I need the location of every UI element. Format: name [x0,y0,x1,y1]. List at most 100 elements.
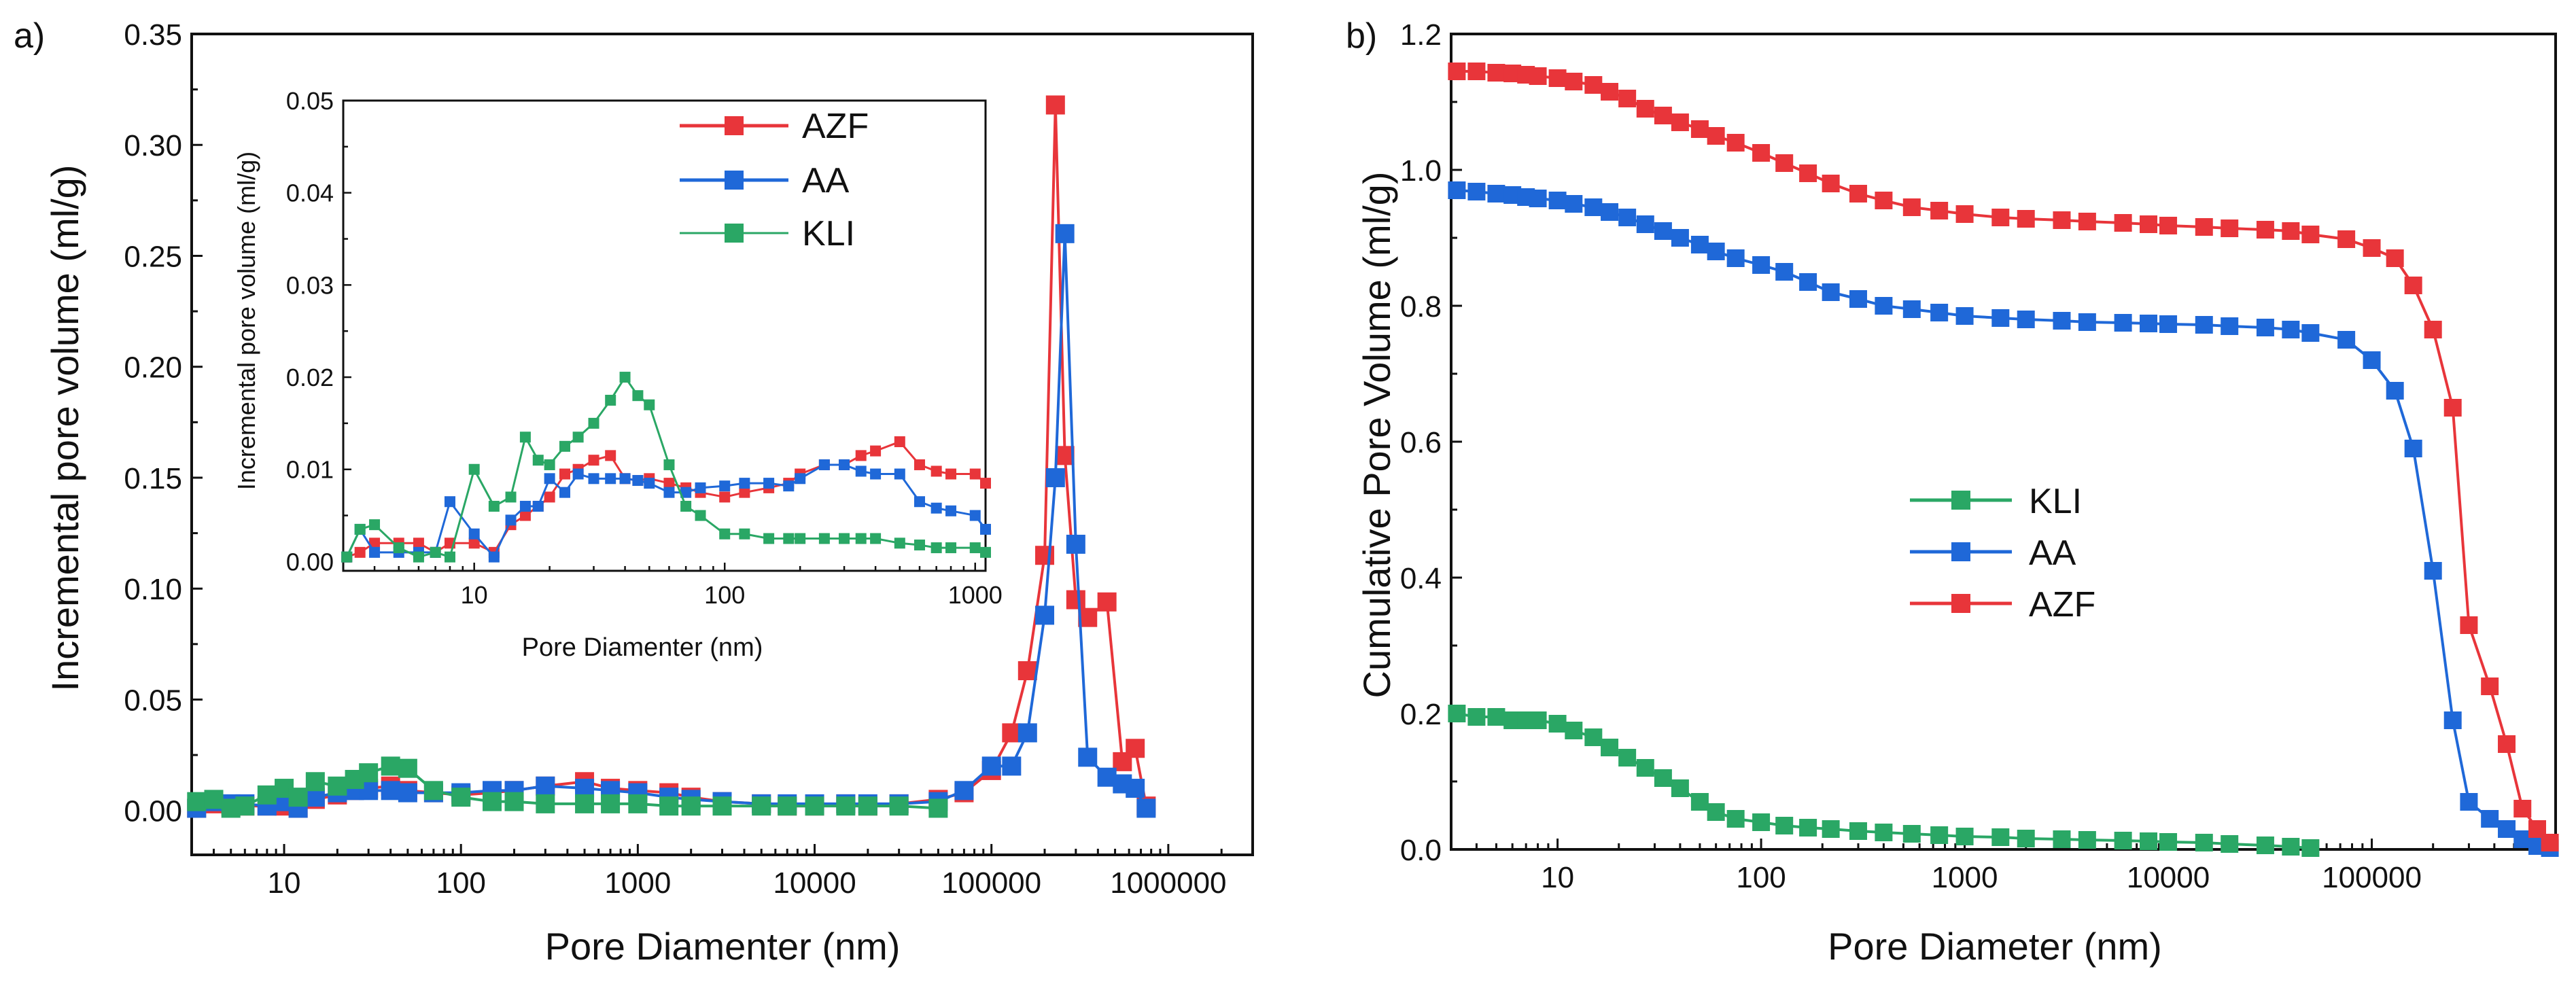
legend-b-kli-label: KLI [2029,482,2082,521]
inset-point-aa [680,487,692,498]
panel-b-point-aa [2114,314,2132,332]
inset-y-tick-label: 0.00 [286,548,334,576]
panel-b-point-aa [1991,309,2010,327]
panel-b-y-tick-label: 0.0 [1400,834,1442,867]
panel-b-point-aa [1930,304,1949,321]
panel-b-point-kli [2256,837,2274,854]
inset-series-kli [341,372,991,563]
panel-b: b) Pore Diameter (nm) Cumulative Pore Vo… [1346,16,2559,968]
panel-b-point-azf [1902,198,1921,216]
inset-x-tick-label: 1000 [948,581,1003,609]
inset-point-aa [605,473,616,485]
panel-a-point-azf [1017,661,1037,681]
panel-a-point-aa [536,776,555,796]
inset-point-azf [369,538,381,549]
panel-a-x-tick-label: 1000000 [1110,866,1226,900]
legend-a-azf-marker [725,116,744,135]
panel-b-point-azf [1707,127,1725,145]
inset-point-azf [605,450,616,461]
panel-b-point-aa [1448,181,1466,199]
panel-a-y-tick-label: 0.00 [124,795,182,828]
legend-b-azf-label: AZF [2029,585,2095,624]
inset-point-kli [532,455,544,466]
panel-b-point-aa [2017,311,2035,328]
panel-b-point-kli [1636,759,1654,777]
panel-a-point-kli [752,796,771,816]
panel-b-point-kli [2053,830,2071,848]
panel-b-point-azf [1448,63,1466,80]
inset-point-aa [783,480,795,492]
panel-b-point-kli [2140,832,2158,850]
inset-point-azf [739,487,750,498]
inset-point-aa [369,546,381,558]
inset-point-aa [930,502,942,514]
panel-b-point-azf [1636,100,1654,118]
panel-a: a) Pore Diamenter (nm) Incremental pore … [14,16,1254,968]
panel-a-point-kli [575,794,595,813]
panel-b-point-aa [2424,562,2442,580]
panel-b-point-azf [2078,213,2096,230]
inset-point-kli [605,394,616,406]
panel-a-point-azf [1097,592,1117,612]
panel-a-point-aa [981,756,1001,776]
inset-point-aa [818,459,830,470]
panel-b-point-kli [2159,833,2178,851]
inset-point-kli [719,528,731,540]
panel-a-point-azf [1002,723,1022,743]
panel-b-point-azf [2386,249,2404,267]
inset-y-tick-label: 0.02 [286,364,334,391]
panel-b-y-tick-label: 0.6 [1400,426,1442,459]
panel-a-point-kli [257,785,277,805]
panel-a-point-kli [778,796,797,816]
panel-b-point-azf [1671,113,1689,131]
panel-b-y-tick-label: 0.2 [1400,698,1442,731]
panel-b-point-azf [2498,735,2516,753]
panel-b-series-azf [1448,63,2559,851]
legend-b-aa-label: AA [2029,533,2076,573]
panel-b-point-aa [1849,290,1867,308]
panel-b-y-tick-label: 0.4 [1400,562,1442,595]
panel-b-point-aa [1467,183,1486,200]
panel-a-point-kli [398,758,417,778]
panel-a-y-tick-label: 0.20 [124,351,182,385]
inset-point-aa [663,487,675,498]
panel-b-point-aa [2221,317,2239,335]
panel-a-y-tick-label: 0.05 [124,684,182,717]
inset-point-aa [544,473,555,485]
panel-a-point-aa [954,781,974,800]
inset-point-aa [969,510,981,521]
panel-b-point-aa [1902,300,1921,318]
panel-b-point-kli [1487,708,1505,726]
panel-b-point-azf [2481,677,2499,695]
panel-b-x-tick-label: 100 [1736,861,1786,894]
panel-b-point-aa [2513,830,2532,848]
panel-a-point-kli [359,763,379,783]
panel-b-point-kli [1991,828,2010,846]
panel-b-point-azf [2443,399,2462,417]
inset-point-kli [444,551,455,563]
panel-a-point-aa [1078,747,1098,767]
legend-a-kli-marker [725,224,744,243]
inset-point-aa [870,468,882,480]
panel-b-point-azf [1930,202,1949,219]
panel-b-point-azf [1752,144,1771,162]
panel-b-point-aa [2363,351,2381,369]
inset-point-aa [763,478,775,489]
panel-b-point-aa [2404,440,2422,457]
inset-y-tick-label: 0.01 [286,456,334,484]
panel-b-point-azf [1775,154,1794,172]
panel-b-point-aa [2195,316,2213,334]
panel-b-y-tick-label: 0.8 [1400,290,1442,323]
panel-b-point-aa [1529,190,1547,207]
panel-a-point-kli [381,756,400,776]
panel-a-point-kli [288,788,308,807]
inset-point-azf [588,455,599,466]
inset-point-aa [572,468,584,480]
panel-a-x-tick-label: 100 [436,866,485,900]
inset-x-tick-label: 10 [461,581,488,609]
panel-b-point-aa [1875,297,1893,315]
panel-a-x-tick-label: 10 [268,866,301,900]
inset-point-kli [969,542,981,554]
panel-b-point-kli [1548,715,1567,733]
inset-point-kli [430,546,441,558]
